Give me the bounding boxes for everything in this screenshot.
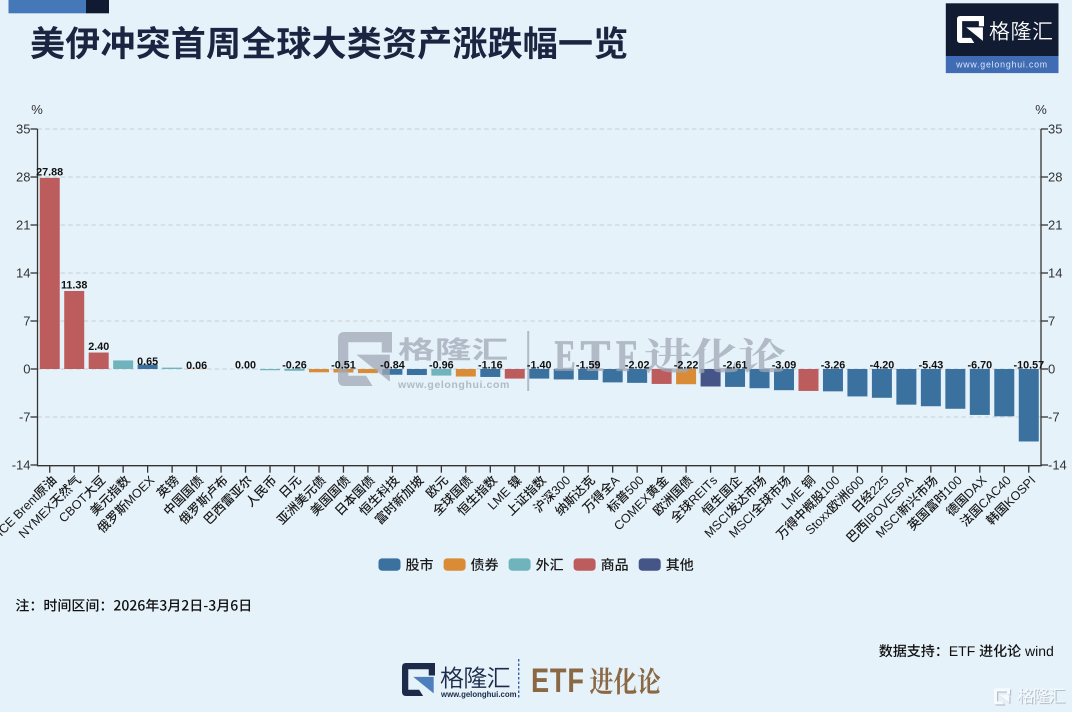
svg-text:-10.57: -10.57 <box>1013 360 1044 372</box>
svg-text:-0.26: -0.26 <box>282 360 307 372</box>
svg-text:7: 7 <box>23 314 30 329</box>
svg-text:35: 35 <box>16 122 30 137</box>
svg-text:0.00: 0.00 <box>235 360 256 372</box>
svg-text:-0.84: -0.84 <box>380 360 405 372</box>
svg-text:0: 0 <box>23 362 30 377</box>
svg-text:-6.70: -6.70 <box>967 360 992 372</box>
svg-text:-1.16: -1.16 <box>478 360 503 372</box>
svg-text:F: F <box>616 330 637 380</box>
svg-text:21: 21 <box>16 218 30 233</box>
svg-text:-0.96: -0.96 <box>429 360 454 372</box>
svg-text:-2.22: -2.22 <box>674 360 699 372</box>
svg-text:-7: -7 <box>19 410 31 425</box>
svg-text:%: % <box>1035 102 1047 117</box>
svg-text:-2.61: -2.61 <box>723 360 748 372</box>
svg-text:T: T <box>581 331 611 381</box>
svg-text:-14: -14 <box>12 458 31 473</box>
svg-text:ETF: ETF <box>531 661 585 700</box>
svg-text:-14: -14 <box>1048 458 1067 473</box>
svg-text:28: 28 <box>1048 170 1062 185</box>
svg-text:14: 14 <box>1048 266 1062 281</box>
svg-text:-0.51: -0.51 <box>331 360 356 372</box>
svg-text:-4.20: -4.20 <box>870 360 895 372</box>
svg-text:%: % <box>31 102 43 117</box>
svg-text:0: 0 <box>1048 362 1055 377</box>
svg-text:-1.40: -1.40 <box>527 360 552 372</box>
svg-text:2.40: 2.40 <box>88 341 109 353</box>
svg-text:0.06: 0.06 <box>186 360 207 372</box>
svg-text:-2.02: -2.02 <box>625 360 650 372</box>
svg-text:27.88: 27.88 <box>36 166 63 178</box>
svg-text:www.gelonghui.com: www.gelonghui.com <box>955 60 1048 70</box>
svg-text:E: E <box>555 331 576 381</box>
svg-text:www.gelonghui.com: www.gelonghui.com <box>440 690 517 699</box>
svg-text:-1.59: -1.59 <box>576 360 601 372</box>
svg-text:35: 35 <box>1048 122 1062 137</box>
svg-text:11.38: 11.38 <box>61 280 87 292</box>
svg-text:7: 7 <box>1048 314 1055 329</box>
svg-text:28: 28 <box>16 170 30 185</box>
svg-text:-3.26: -3.26 <box>821 360 846 372</box>
svg-text:14: 14 <box>16 266 30 281</box>
svg-text:-5.43: -5.43 <box>919 360 944 372</box>
svg-text:-3.09: -3.09 <box>772 360 797 372</box>
svg-text:www.gelonghui.com: www.gelonghui.com <box>397 379 510 391</box>
svg-text:-7: -7 <box>1048 410 1060 425</box>
svg-text:0.65: 0.65 <box>137 356 158 368</box>
svg-text:21: 21 <box>1048 218 1062 233</box>
